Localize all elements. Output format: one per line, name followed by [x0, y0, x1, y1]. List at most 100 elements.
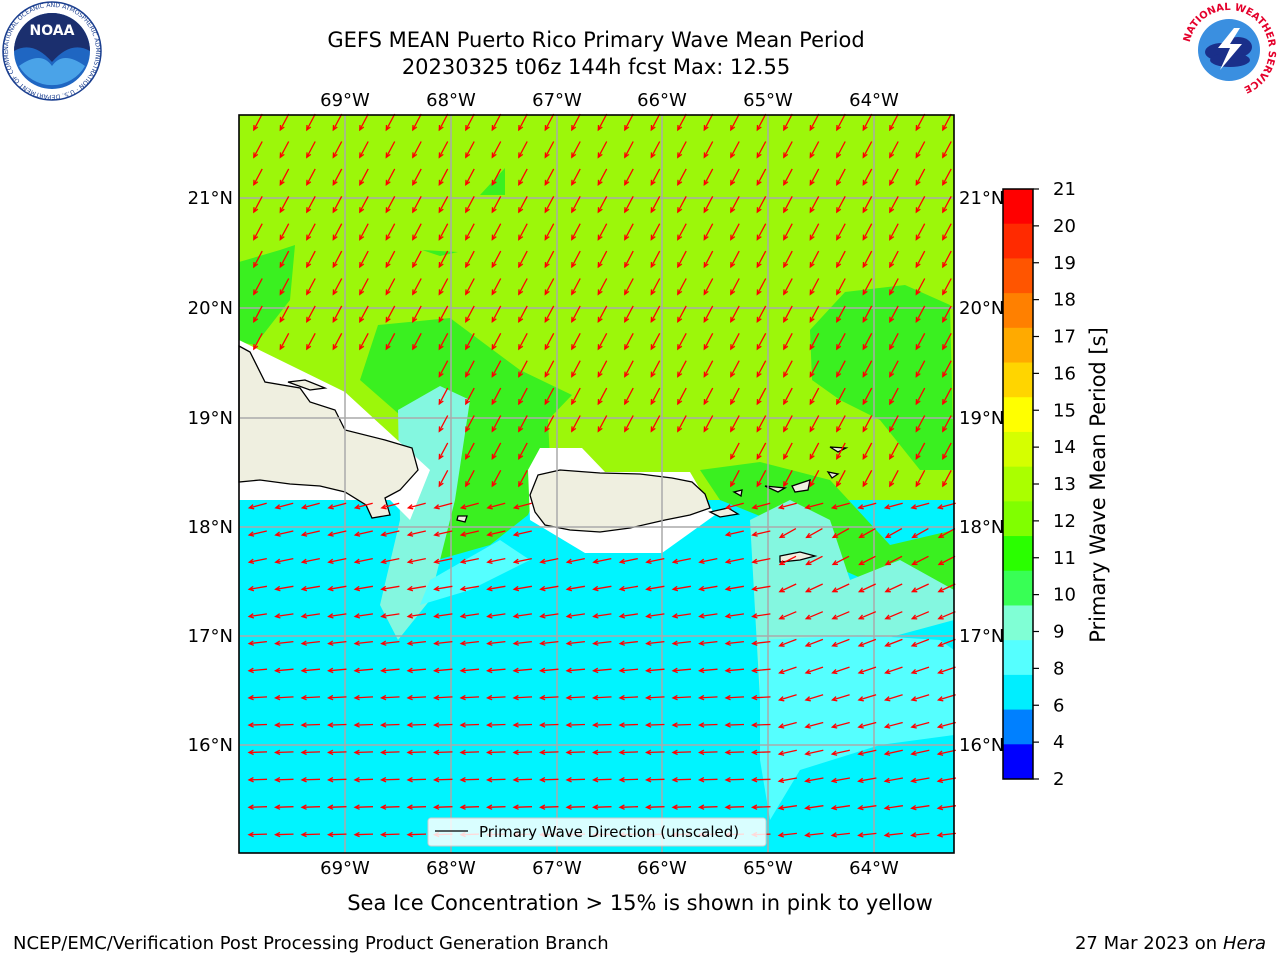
wave-arrow-head	[306, 179, 312, 187]
wave-arrow-head	[353, 722, 360, 728]
wave-arrow	[491, 223, 502, 240]
wave-arrow	[783, 469, 793, 487]
wave-arrow	[275, 668, 294, 672]
wave-arrow	[275, 723, 294, 726]
wave-arrow	[279, 113, 290, 131]
wave-arrow	[806, 583, 823, 593]
wave-arrow-head	[459, 640, 467, 646]
wave-arrow-head	[730, 426, 736, 433]
lat-label-left: 16°N	[188, 735, 233, 756]
wave-arrow	[487, 530, 506, 536]
wave-arrow	[461, 502, 479, 509]
wave-arrow-head	[650, 234, 656, 241]
wave-arrow-head	[644, 694, 652, 701]
wave-arrow	[942, 415, 952, 432]
wave-arrow-head	[730, 261, 736, 269]
wave-arrow	[491, 415, 502, 432]
wave-arrow	[646, 585, 665, 590]
wave-arrow	[593, 806, 612, 808]
wave-arrow	[460, 778, 480, 781]
lat-label-left: 21°N	[188, 188, 233, 209]
wave-arrow	[938, 528, 956, 538]
wave-arrow	[836, 250, 846, 268]
wave-arrow-head	[438, 207, 444, 214]
wave-arrow-head	[889, 152, 895, 159]
wave-arrow-head	[438, 316, 444, 324]
wave-arrow-head	[327, 613, 334, 619]
wave-arrow-head	[756, 207, 762, 214]
wave-arrow	[805, 502, 824, 509]
wave-arrow	[915, 250, 926, 268]
wave-arrow-head	[512, 749, 519, 756]
wave-arrow	[884, 777, 904, 782]
wave-arrow	[783, 305, 793, 323]
wave-arrow	[703, 168, 714, 186]
wave-arrow-head	[597, 344, 603, 351]
wave-arrow-head	[831, 532, 839, 539]
wave-arrow	[253, 278, 263, 295]
wave-arrow	[381, 585, 400, 590]
wave-arrow	[677, 168, 687, 186]
wave-arrow-head	[465, 398, 471, 406]
wave-arrow-head	[724, 667, 731, 674]
wave-arrow	[672, 723, 692, 726]
wave-arrow-head	[836, 124, 842, 132]
wave-arrow	[703, 113, 714, 131]
lon-label-top: 68°W	[426, 90, 476, 111]
wave-arrow	[752, 696, 771, 699]
wave-arrow-head	[884, 641, 891, 647]
colorbar-tick-label: 6	[1053, 695, 1064, 716]
wave-arrow	[275, 557, 294, 563]
wave-arrow	[279, 223, 290, 240]
wave-arrow-head	[777, 777, 785, 784]
wave-arrow-head	[327, 558, 334, 565]
wave-arrow-head	[491, 426, 497, 433]
wave-arrow	[699, 640, 718, 645]
wave-arrow	[650, 332, 661, 350]
wave-arrow	[359, 168, 369, 186]
wave-arrow-head	[518, 207, 524, 214]
wave-arrow	[513, 751, 533, 754]
wave-arrow-head	[253, 289, 259, 296]
wave-arrow	[672, 806, 692, 808]
wave-arrow	[783, 168, 793, 186]
wave-arrow	[412, 113, 422, 131]
wave-arrow	[332, 278, 343, 295]
wave-arrow	[677, 415, 687, 432]
wave-arrow	[332, 113, 343, 131]
wave-arrow-head	[910, 804, 917, 811]
wave-arrow	[385, 278, 396, 295]
wave-arrow-head	[459, 531, 467, 537]
wave-arrow-head	[703, 261, 709, 269]
wave-arrow-head	[756, 481, 762, 488]
wave-arrow	[460, 668, 480, 672]
wave-arrow-head	[671, 749, 678, 756]
wave-arrow	[752, 778, 771, 781]
wave-arrow-head	[491, 344, 497, 351]
wave-arrow	[518, 195, 528, 213]
wave-arrow	[783, 223, 793, 240]
wave-arrow-head	[830, 696, 838, 702]
wave-arrow	[699, 668, 718, 672]
wave-arrow-head	[831, 560, 839, 566]
wave-arrow-head	[486, 531, 493, 537]
wave-arrow	[571, 305, 581, 323]
wave-arrow-head	[491, 179, 497, 187]
wave-arrow	[593, 640, 612, 645]
wave-arrow	[624, 168, 634, 186]
wave-arrow	[438, 223, 449, 240]
wave-direction-arrows	[247, 113, 957, 838]
wave-arrow-head	[406, 504, 414, 510]
wave-arrow-head	[862, 453, 868, 461]
wave-arrow-head	[915, 124, 921, 132]
wave-arrow	[619, 585, 639, 590]
wave-arrow-head	[809, 398, 815, 406]
wave-arrow-head	[432, 722, 440, 728]
wave-arrow	[725, 696, 745, 699]
wave-arrow-head	[783, 453, 789, 461]
wave-arrow	[249, 502, 267, 509]
wave-arrow-head	[644, 749, 652, 756]
wave-arrow-head	[618, 722, 625, 728]
wave-arrow-head	[777, 504, 785, 510]
wave-arrow	[465, 195, 475, 213]
